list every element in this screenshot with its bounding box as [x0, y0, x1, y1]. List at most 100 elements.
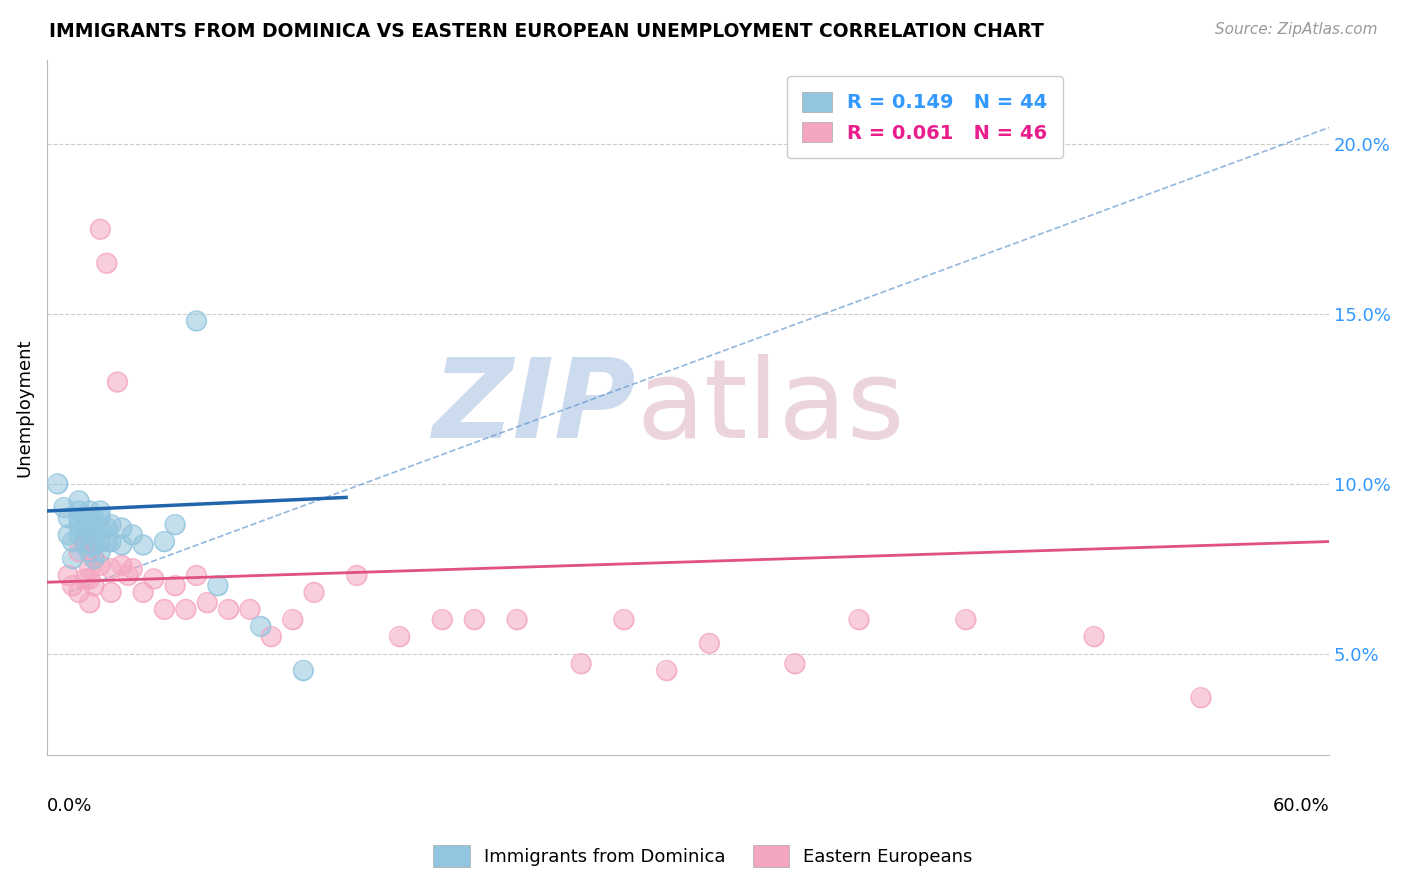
Point [75, 517, 97, 532]
Legend: Immigrants from Dominica, Eastern Europeans: Immigrants from Dominica, Eastern Europe… [426, 838, 980, 874]
Point [955, 613, 977, 627]
Point [111, 521, 134, 535]
Point [117, 568, 139, 582]
Point [281, 613, 304, 627]
Text: Source: ZipAtlas.com: Source: ZipAtlas.com [1215, 22, 1378, 37]
Point [83, 538, 105, 552]
Point [83, 551, 105, 566]
Point [388, 630, 411, 644]
Point [79, 521, 101, 535]
Text: 60.0%: 60.0% [1272, 797, 1329, 815]
Point [96, 534, 118, 549]
Point [153, 602, 176, 616]
Point [75, 538, 97, 552]
Point [67, 527, 90, 541]
Point [100, 562, 122, 576]
Point [655, 664, 678, 678]
Point [218, 602, 240, 616]
Point [67, 517, 90, 532]
Point [613, 613, 636, 627]
Point [699, 636, 721, 650]
Point [111, 538, 134, 552]
Point [75, 527, 97, 541]
Point [260, 630, 283, 644]
Point [153, 534, 176, 549]
Point [239, 602, 262, 616]
Point [96, 256, 118, 270]
Point [79, 545, 101, 559]
Point [174, 602, 197, 616]
Point [132, 585, 155, 599]
Point [249, 619, 271, 633]
Point [195, 596, 218, 610]
Point [783, 657, 806, 671]
Point [75, 510, 97, 524]
Point [506, 613, 529, 627]
Point [195, 596, 218, 610]
Point [67, 504, 90, 518]
Point [89, 504, 111, 518]
Point [165, 579, 187, 593]
Point [67, 493, 90, 508]
Point [89, 521, 111, 535]
Point [89, 222, 111, 236]
Point [46, 476, 69, 491]
Point [83, 517, 105, 532]
Point [111, 538, 134, 552]
Point [67, 510, 90, 524]
Text: 0.0%: 0.0% [46, 797, 93, 815]
Point [58, 527, 80, 541]
Point [67, 493, 90, 508]
Point [75, 538, 97, 552]
Point [132, 585, 155, 599]
Point [848, 613, 870, 627]
Point [292, 664, 315, 678]
Point [79, 504, 101, 518]
Point [1083, 630, 1105, 644]
Point [89, 545, 111, 559]
Point [58, 510, 80, 524]
Point [83, 551, 105, 566]
Point [955, 613, 977, 627]
Point [1083, 630, 1105, 644]
Point [569, 657, 592, 671]
Point [53, 500, 76, 515]
Point [62, 534, 84, 549]
Point [207, 579, 229, 593]
Point [100, 534, 122, 549]
Point [89, 534, 111, 549]
Point [100, 585, 122, 599]
Point [89, 534, 111, 549]
Point [388, 630, 411, 644]
Point [111, 558, 134, 573]
Point [83, 538, 105, 552]
Text: atlas: atlas [637, 354, 905, 461]
Point [96, 521, 118, 535]
Point [89, 545, 111, 559]
Point [142, 572, 165, 586]
Point [75, 572, 97, 586]
Point [75, 527, 97, 541]
Point [75, 517, 97, 532]
Point [100, 562, 122, 576]
Point [302, 585, 325, 599]
Point [67, 545, 90, 559]
Point [100, 517, 122, 532]
Point [186, 568, 208, 582]
Point [89, 222, 111, 236]
Point [67, 585, 90, 599]
Point [302, 585, 325, 599]
Point [463, 613, 485, 627]
Point [249, 619, 271, 633]
Point [58, 527, 80, 541]
Point [79, 538, 101, 552]
Point [75, 538, 97, 552]
Point [62, 579, 84, 593]
Point [186, 568, 208, 582]
Point [89, 521, 111, 535]
Point [121, 562, 143, 576]
Point [83, 510, 105, 524]
Point [346, 568, 368, 582]
Point [281, 613, 304, 627]
Point [506, 613, 529, 627]
